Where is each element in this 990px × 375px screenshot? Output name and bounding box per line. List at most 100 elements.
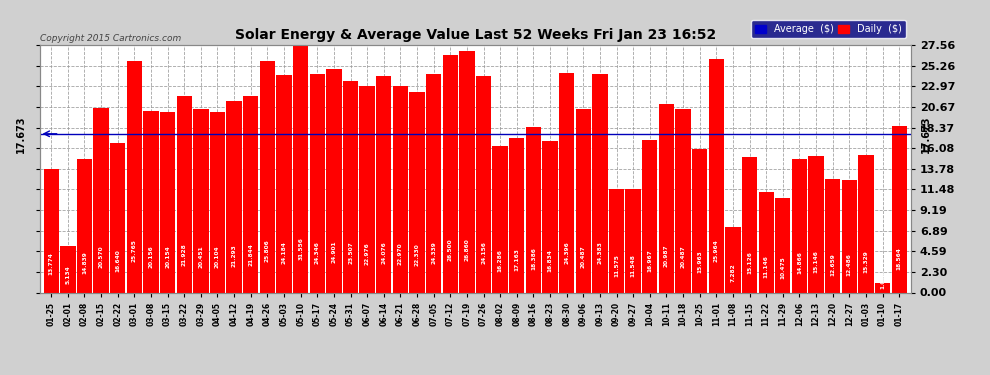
Text: 14.866: 14.866 [797,251,802,274]
Bar [193,109,209,292]
Text: 22.970: 22.970 [398,242,403,265]
Bar [609,189,624,292]
Text: 20.487: 20.487 [581,245,586,268]
Bar [809,156,824,292]
Bar [127,61,142,292]
Text: 25.765: 25.765 [132,239,137,262]
Bar [426,74,442,292]
Text: 20.104: 20.104 [215,246,220,268]
Bar [293,9,308,292]
Text: 17.163: 17.163 [514,248,520,271]
Text: 17.673: 17.673 [16,115,27,153]
Text: 11.548: 11.548 [631,255,636,278]
Text: 25.964: 25.964 [714,239,719,262]
Text: 16.967: 16.967 [647,249,652,272]
Text: 25.806: 25.806 [265,239,270,262]
Text: 15.126: 15.126 [747,251,752,273]
Bar [110,143,126,292]
Bar [875,284,890,292]
Text: 18.564: 18.564 [897,247,902,270]
Text: 31.556: 31.556 [298,237,303,260]
Text: 24.346: 24.346 [315,241,320,264]
Text: 16.286: 16.286 [498,249,503,272]
Text: 20.487: 20.487 [680,245,685,268]
Bar [675,108,691,292]
Text: 20.154: 20.154 [165,245,170,268]
Bar [692,149,707,292]
Text: 10.475: 10.475 [780,256,785,279]
Bar [526,128,542,292]
Text: 20.451: 20.451 [198,245,203,268]
Bar [393,86,408,292]
Bar [709,59,724,292]
Bar [144,111,158,292]
Bar [259,61,275,292]
Text: 7.282: 7.282 [731,263,736,282]
Legend: Average  ($), Daily  ($): Average ($), Daily ($) [750,20,906,38]
Text: 21.844: 21.844 [248,243,253,266]
Bar [409,92,425,292]
Bar [93,108,109,292]
Bar [892,126,907,292]
Bar [44,169,58,292]
Text: 12.659: 12.659 [831,254,836,276]
Text: Copyright 2015 Cartronics.com: Copyright 2015 Cartronics.com [40,33,181,42]
Text: 24.184: 24.184 [281,241,286,264]
Bar [509,138,525,292]
Text: 24.901: 24.901 [332,240,337,263]
Text: 11.575: 11.575 [614,255,619,278]
Bar [559,74,574,292]
Text: 13.774: 13.774 [49,252,53,275]
Text: 15.963: 15.963 [697,250,702,273]
Text: 20.156: 20.156 [148,245,153,268]
Text: 24.396: 24.396 [564,241,569,264]
Bar [310,74,325,292]
Bar [60,246,75,292]
Bar [376,76,391,292]
Text: 23.507: 23.507 [348,242,353,264]
Bar [758,192,774,292]
Bar [327,69,342,292]
Text: 12.486: 12.486 [846,254,851,276]
Text: 15.146: 15.146 [814,251,819,273]
Text: 21.293: 21.293 [232,244,237,267]
Text: 24.383: 24.383 [597,241,602,264]
Bar [176,96,192,292]
Text: 24.076: 24.076 [381,241,386,264]
Bar [276,75,292,292]
Bar [210,112,225,292]
Bar [227,101,242,292]
Bar [459,51,474,292]
Bar [643,140,657,292]
Text: 18.386: 18.386 [531,247,536,270]
Bar [492,146,508,292]
Bar [77,159,92,292]
Bar [658,104,674,292]
Bar [592,74,608,292]
Bar [443,54,458,292]
Bar [160,111,175,292]
Text: 22.330: 22.330 [415,243,420,266]
Bar [626,189,641,292]
Text: 1.006: 1.006 [880,270,885,289]
Text: 15.329: 15.329 [863,251,868,273]
Text: 24.156: 24.156 [481,241,486,264]
Text: 20.987: 20.987 [664,244,669,267]
Text: 26.860: 26.860 [464,238,469,261]
Text: 17.673: 17.673 [922,115,932,153]
Text: 14.839: 14.839 [82,251,87,274]
Bar [476,76,491,292]
Text: 26.500: 26.500 [447,238,452,261]
Text: 11.146: 11.146 [763,255,768,278]
Bar [842,180,857,292]
Text: 16.640: 16.640 [115,249,120,272]
Text: 16.834: 16.834 [547,249,552,272]
Bar [575,108,591,292]
Text: 24.339: 24.339 [431,241,437,264]
Bar [858,155,873,292]
Bar [359,86,375,292]
Title: Solar Energy & Average Value Last 52 Weeks Fri Jan 23 16:52: Solar Energy & Average Value Last 52 Wee… [235,28,716,42]
Bar [543,141,557,292]
Bar [343,81,358,292]
Bar [244,96,258,292]
